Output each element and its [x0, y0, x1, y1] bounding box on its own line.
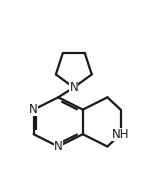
Text: N: N — [54, 140, 63, 153]
Text: N: N — [29, 103, 38, 116]
Text: N: N — [69, 81, 78, 94]
Text: NH: NH — [112, 128, 129, 141]
